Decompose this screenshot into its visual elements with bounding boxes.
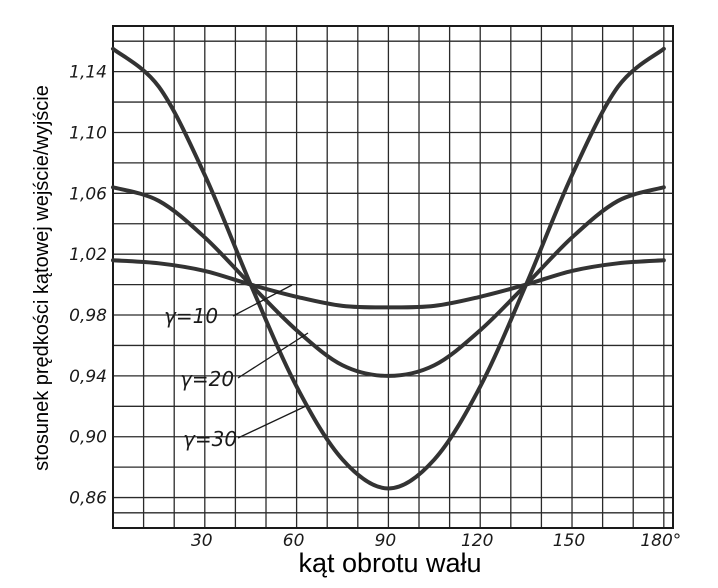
series-line-gamma-20 — [111, 185, 666, 378]
y-tick-label: 1,10 — [69, 123, 107, 143]
leader-line-gamma-10 — [232, 284, 293, 317]
series-line-gamma-30 — [111, 46, 666, 491]
curves — [111, 46, 666, 491]
y-tick-label: 0,98 — [69, 306, 107, 326]
leader-line-gamma-30 — [237, 405, 307, 439]
curve-label-gamma-20: γ=20 — [180, 367, 234, 391]
x-tick-label: 180° — [640, 531, 681, 551]
x-tick-label: 120 — [461, 531, 493, 551]
plot-frame — [112, 25, 674, 529]
y-axis-label: stosunek prędkości kątowej wejście/wyjśc… — [31, 85, 53, 471]
x-tick-label: 30 — [191, 531, 213, 551]
leader-line-gamma-20 — [237, 332, 309, 379]
x-tick-label: 60 — [283, 531, 305, 551]
x-tick-label: 150 — [553, 531, 585, 551]
grid — [113, 26, 673, 528]
x-tick-labels: 30 60 90 120 150 180° — [191, 531, 681, 551]
series-line-gamma-10 — [111, 258, 666, 310]
curve-label-gamma-10: γ=10 — [164, 304, 218, 328]
y-tick-labels: 0,86 0,90 0,94 0,98 1,02 1,06 1,10 1,14 — [69, 63, 107, 509]
y-tick-label: 1,14 — [69, 63, 107, 83]
y-tick-label: 1,06 — [69, 184, 107, 204]
y-tick-label: 0,90 — [69, 428, 107, 448]
x-axis-label: kąt obrotu wału — [298, 548, 481, 578]
y-tick-label: 1,02 — [69, 245, 107, 265]
curve-labels: γ=10 γ=20 γ=30 — [164, 284, 309, 451]
y-tick-label: 0,94 — [69, 367, 107, 387]
x-tick-label: 90 — [375, 531, 397, 551]
curve-label-gamma-30: γ=30 — [183, 427, 237, 451]
y-tick-label: 0,86 — [69, 489, 107, 509]
